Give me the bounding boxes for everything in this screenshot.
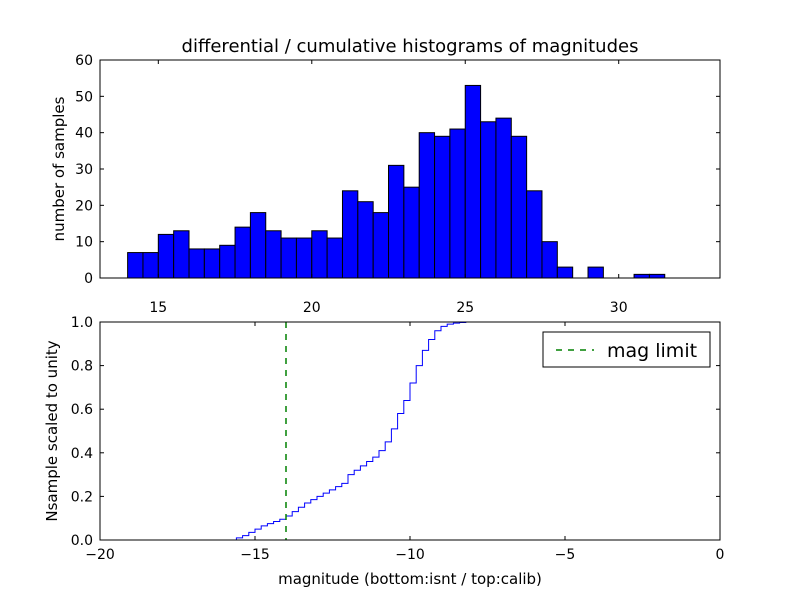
histogram-bar xyxy=(541,241,558,279)
histogram-bar xyxy=(357,201,374,279)
legend-label-mag-limit: mag limit xyxy=(607,340,697,362)
histogram-bar xyxy=(326,237,343,279)
histogram-bar xyxy=(127,252,144,279)
histogram-bar xyxy=(203,248,221,279)
histogram-bar xyxy=(280,237,297,279)
histogram-bar xyxy=(480,121,497,279)
histogram-bar xyxy=(587,266,604,279)
x-tick-label: 20 xyxy=(303,300,321,316)
y-tick-label: 60 xyxy=(75,53,93,69)
histogram-bar xyxy=(249,212,267,279)
histogram-bar xyxy=(403,186,420,279)
histogram-bar xyxy=(495,117,512,279)
histogram-bar xyxy=(464,84,482,279)
histogram-bar xyxy=(510,135,528,279)
x-tick-label: 25 xyxy=(456,300,474,316)
y-tick-label: 40 xyxy=(75,126,93,142)
y-tick-label: 20 xyxy=(75,198,93,214)
x-tick-label: 15 xyxy=(149,300,167,316)
x-tick-label: −15 xyxy=(240,547,270,563)
histogram-panel: differential / cumulative histograms of … xyxy=(50,36,721,316)
histogram-ticks: 0 10 20 30 40 50 60 15 20 25 30 xyxy=(75,53,720,316)
histogram-bar xyxy=(173,230,190,279)
y-tick-label: 50 xyxy=(75,89,93,105)
x-tick-label: −10 xyxy=(395,547,425,563)
histogram-y-label: number of samples xyxy=(50,96,68,241)
histogram-bar xyxy=(648,273,666,279)
histogram-bar xyxy=(633,273,650,279)
histogram-bar xyxy=(219,244,236,279)
histogram-bar xyxy=(434,135,451,279)
histogram-bar xyxy=(157,233,175,279)
histogram-bar xyxy=(526,190,543,279)
cumulative-y-label: Nsample scaled to unity xyxy=(43,340,61,521)
y-tick-label: 0.4 xyxy=(71,446,93,462)
x-axis-label: magnitude (bottom:isnt / top:calib) xyxy=(278,570,542,588)
histogram-bar xyxy=(265,230,282,279)
histogram-bar xyxy=(311,230,328,279)
histogram-bar xyxy=(142,252,159,279)
x-tick-label: −20 xyxy=(85,547,115,563)
chart-title: differential / cumulative histograms of … xyxy=(182,36,639,57)
y-tick-label: 10 xyxy=(75,235,93,251)
histogram-bar xyxy=(234,226,251,279)
cumulative-lines xyxy=(100,321,488,541)
cumulative-panel: 0.0 0.2 0.4 0.6 0.8 1.0 −20 −15 −10 −5 0 Nsample s… xyxy=(43,315,724,588)
y-tick-label: 30 xyxy=(75,162,93,178)
x-tick-label: 30 xyxy=(610,300,628,316)
cumulative-step-line xyxy=(100,321,488,541)
y-tick-label: 0 xyxy=(84,271,93,287)
legend: mag limit xyxy=(542,331,711,368)
histogram-bar xyxy=(418,132,436,279)
x-tick-label: −5 xyxy=(555,547,576,563)
histogram-bar xyxy=(556,266,574,279)
histogram-bars xyxy=(127,84,666,279)
y-tick-label: 0.8 xyxy=(71,359,93,375)
x-tick-label: 0 xyxy=(716,547,725,563)
histogram-frame xyxy=(99,59,721,279)
cumulative-frame xyxy=(99,321,721,541)
histogram-bar xyxy=(449,128,466,279)
y-tick-label: 0.2 xyxy=(71,489,93,505)
histogram-bar xyxy=(372,212,390,279)
histogram-bar xyxy=(188,248,205,279)
y-tick-label: 0.6 xyxy=(71,402,93,418)
y-tick-label: 1.0 xyxy=(71,315,93,331)
histogram-bar xyxy=(388,164,405,279)
histogram-bar xyxy=(341,190,359,279)
y-tick-label: 0.0 xyxy=(71,533,93,549)
histogram-bar xyxy=(295,237,313,279)
